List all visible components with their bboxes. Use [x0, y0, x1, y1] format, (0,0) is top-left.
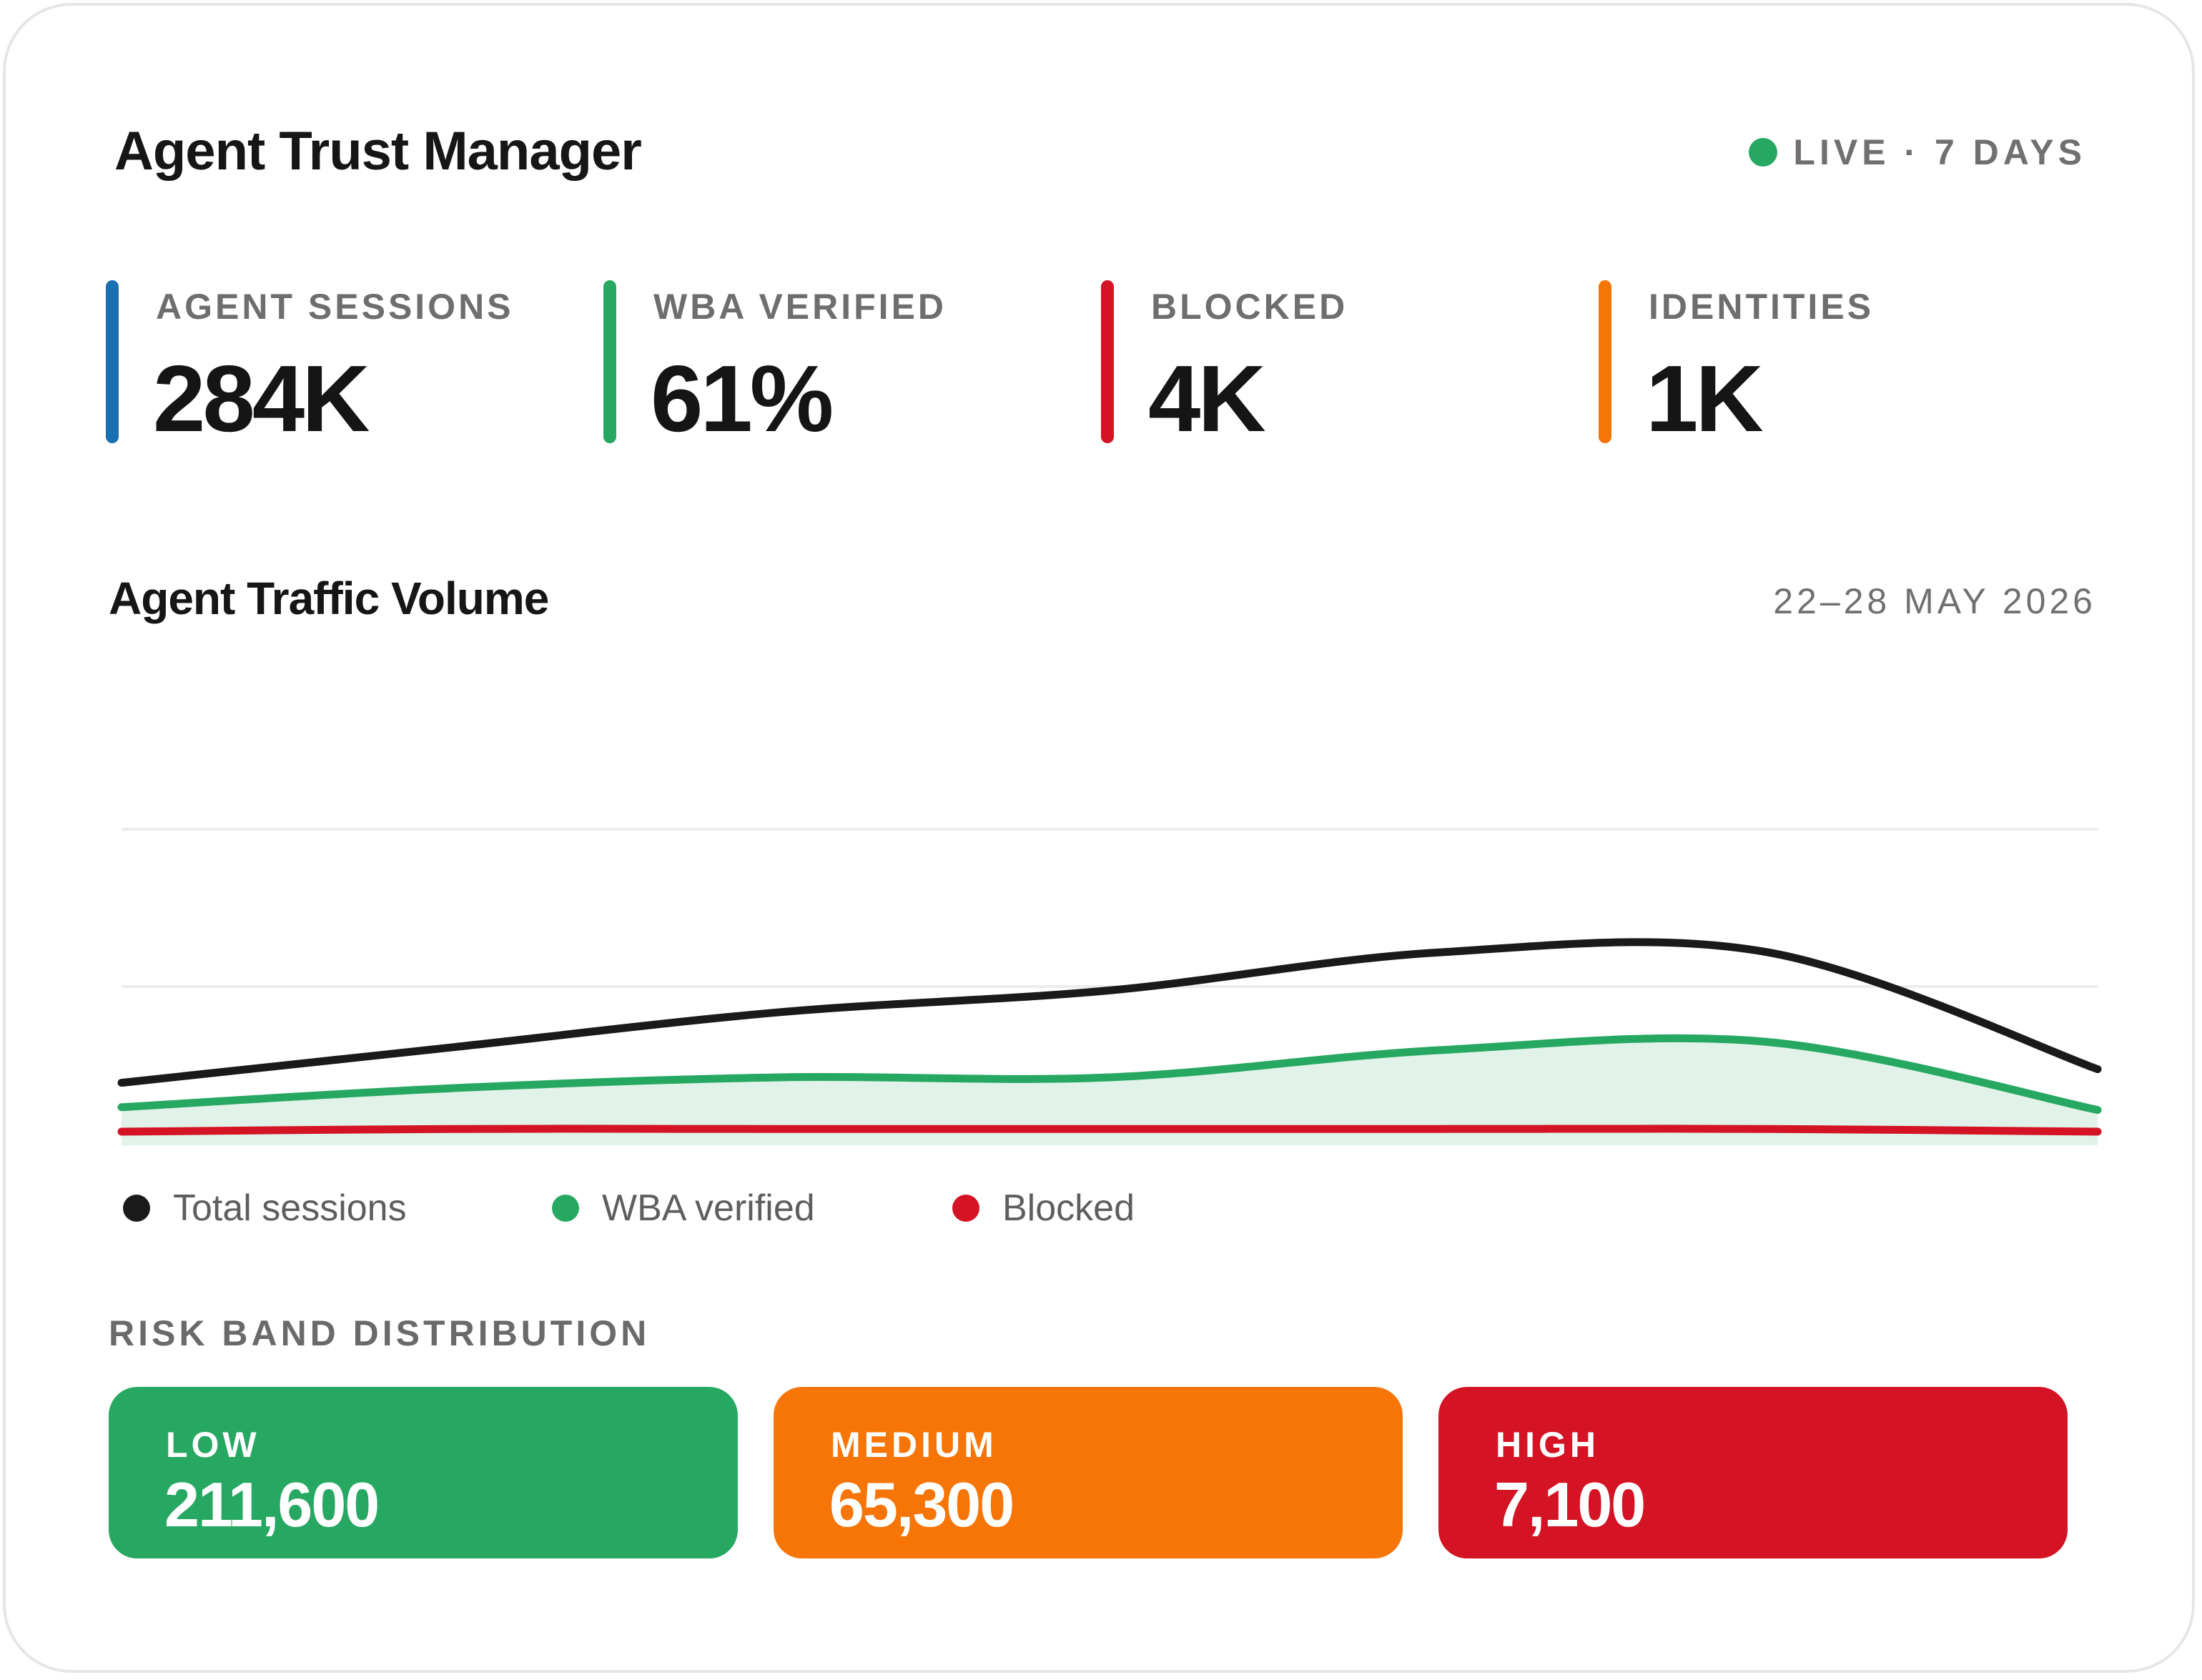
kpi-label: WBA VERIFIED: [653, 287, 947, 327]
risk-distribution-title: RISK BAND DISTRIBUTION: [109, 1313, 651, 1353]
traffic-line-chart: [117, 828, 2102, 1145]
kpi-value: 61%: [651, 346, 834, 451]
risk-band-label: LOW: [166, 1425, 260, 1465]
legend-item-blocked: Blocked: [952, 1187, 1135, 1230]
risk-band-label: HIGH: [1496, 1425, 1599, 1465]
risk-band-value: 65,300: [829, 1469, 1014, 1540]
legend-label: Total sessions: [173, 1187, 407, 1229]
kpi-label: IDENTITIES: [1649, 287, 1875, 327]
kpi-accent-bar: [106, 280, 119, 443]
chart-date-range: 22–28 MAY 2026: [1773, 581, 2096, 621]
risk-band-label: MEDIUM: [831, 1425, 997, 1465]
risk-band-high: HIGH 7,100: [1438, 1387, 2068, 1558]
kpi-accent-bar: [603, 280, 616, 443]
kpi-agent-sessions: AGENT SESSIONS 284K: [106, 280, 563, 451]
kpi-value: 1K: [1646, 346, 1764, 451]
kpi-blocked: BLOCKED 4K: [1101, 280, 1559, 451]
legend-dot-icon: [123, 1195, 150, 1222]
legend-item-total-sessions: Total sessions: [123, 1187, 407, 1230]
live-status: LIVE · 7 DAYS: [1749, 132, 2086, 173]
kpi-value: 284K: [153, 346, 370, 451]
series-area-wba-verified: [122, 1038, 2098, 1145]
legend-dot-icon: [952, 1195, 979, 1222]
legend-label: Blocked: [1002, 1187, 1135, 1229]
kpi-wba-verified: WBA VERIFIED 61%: [603, 280, 1061, 451]
page-title: Agent Trust Manager: [114, 121, 642, 182]
legend-item-wba-verified: WBA verified: [552, 1187, 815, 1230]
risk-band-low: LOW 211,600: [109, 1387, 738, 1558]
risk-band-medium: MEDIUM 65,300: [774, 1387, 1403, 1558]
live-status-label: LIVE · 7 DAYS: [1793, 132, 2086, 172]
risk-band-value: 211,600: [164, 1469, 380, 1540]
kpi-label: AGENT SESSIONS: [156, 287, 514, 327]
series-line-wba-verified: [117, 1034, 2102, 1115]
series-line-total-sessions: [117, 938, 2102, 1087]
kpi-identities: IDENTITIES 1K: [1599, 280, 2056, 451]
kpi-value: 4K: [1148, 346, 1266, 451]
legend-dot-icon: [552, 1195, 579, 1222]
series-line-blocked: [117, 1125, 2102, 1136]
live-indicator-icon: [1749, 138, 1778, 167]
kpi-accent-bar: [1101, 280, 1114, 443]
risk-band-value: 7,100: [1494, 1469, 1646, 1540]
chart-title: Agent Traffic Volume: [109, 573, 549, 624]
kpi-label: BLOCKED: [1151, 287, 1348, 327]
legend-label: WBA verified: [602, 1187, 815, 1229]
kpi-accent-bar: [1599, 280, 1611, 443]
